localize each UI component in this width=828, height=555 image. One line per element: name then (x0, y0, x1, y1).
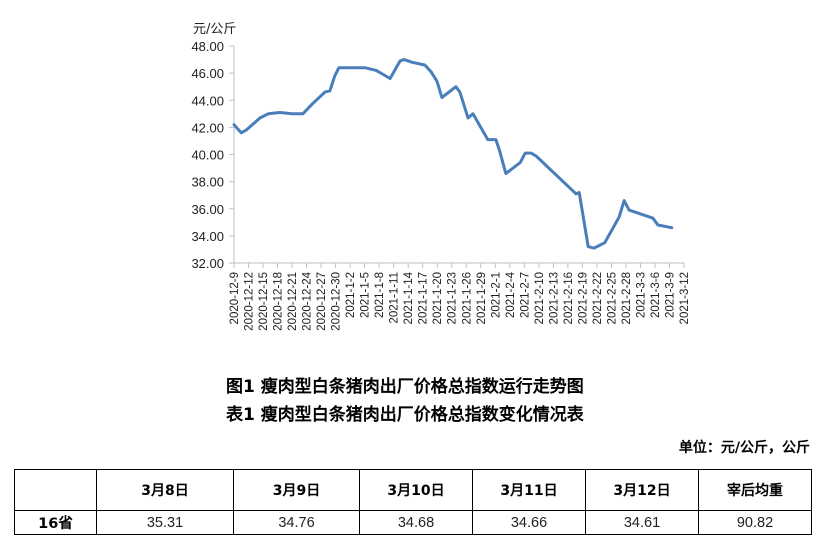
x-tick-label: 2021-3-12 (679, 272, 691, 324)
table-cell: 34.68 (359, 510, 473, 535)
x-tick-label: 2021-1-29 (476, 272, 488, 324)
table-cell: 90.82 (698, 510, 812, 535)
x-tick-label: 2021-2-19 (577, 272, 589, 324)
x-tick-label: 2021-2-4 (505, 271, 517, 318)
x-tick-label: 2021-2-28 (621, 272, 633, 324)
table-header-cell: 3月11日 (472, 469, 586, 511)
x-tick-label: 2021-1-17 (418, 272, 430, 324)
x-tick-label: 2020-12-21 (287, 272, 299, 331)
x-tick-label: 2021-2-16 (563, 272, 575, 324)
table-caption: 表1 瘦肉型白条猪肉出厂价格总指数变化情况表 (226, 405, 584, 425)
x-tick-label: 2021-3-3 (635, 272, 647, 318)
x-tick-label: 2020-12-15 (258, 272, 270, 331)
y-tick-label: 32.00 (191, 256, 224, 271)
figure-caption: 图1 瘦肉型白条猪肉出厂价格总指数运行走势图 (226, 377, 584, 397)
table-header-row: 3月8日 3月9日 3月10日 3月11日 3月12日 宰后均重 (14, 469, 812, 511)
price-table: 3月8日 3月9日 3月10日 3月11日 3月12日 宰后均重 16省 35.… (14, 469, 812, 535)
table-row: 16省 35.31 34.76 34.68 34.66 34.61 90.82 (14, 510, 812, 535)
unit-note: 单位：元/公斤，公斤 (678, 440, 810, 456)
y-tick-label: 42.00 (191, 120, 224, 135)
x-tick-label: 2021-1-5 (360, 272, 372, 318)
x-tick-label: 2021-2-7 (519, 272, 531, 318)
x-tick-label: 2020-12-27 (316, 272, 328, 331)
x-axis: 2020-12-9 2020-12-12 2020-12-15 2020-12-18 2… (229, 262, 691, 331)
x-tick-label: 2020-12-18 (273, 272, 285, 331)
price-index-line (232, 58, 674, 250)
x-tick-label: 2021-2-22 (592, 272, 604, 324)
x-tick-label: 2021-1-14 (403, 271, 415, 324)
table-header-cell: 宰后均重 (698, 469, 812, 511)
y-tick-label: 46.00 (191, 66, 224, 81)
y-axis-unit-label: 元/公斤 (193, 22, 236, 37)
y-tick-label: 40.00 (191, 148, 224, 163)
table-header-cell (14, 469, 97, 511)
x-tick-label: 2020-12-12 (244, 272, 256, 331)
x-tick-label: 2021-1-26 (461, 272, 473, 324)
x-tick-label: 2021-3-9 (664, 272, 676, 318)
row-label: 16省 (14, 510, 97, 535)
table-cell: 35.31 (96, 510, 234, 535)
table-cell: 34.66 (472, 510, 586, 535)
x-tick-label: 2021-1-20 (432, 272, 444, 324)
x-tick-label: 2020-12-30 (331, 272, 343, 331)
table-header-cell: 3月12日 (585, 469, 699, 511)
y-tick-label: 48.00 (191, 39, 224, 54)
y-axis: 48.00 46.00 44.00 42.00 40.00 38.00 36.00 34.00… (191, 39, 235, 271)
x-tick-label: 2021-1-23 (447, 272, 459, 324)
y-tick-label: 44.00 (191, 93, 224, 108)
x-tick-label: 2021-2-10 (534, 272, 546, 324)
y-tick-label: 38.00 (191, 175, 224, 190)
line-chart: 元/公斤 48.00 46.00 44.00 42.00 40.00 38.00 36.00… (191, 22, 691, 331)
x-tick-label: 2021-3-6 (650, 272, 662, 318)
x-tick-label: 2021-1-8 (374, 272, 386, 318)
y-tick-label: 34.00 (191, 229, 224, 244)
x-tick-label: 2020-12-9 (229, 272, 241, 324)
x-tick-label: 2021-2-13 (548, 272, 560, 324)
table-header-cell: 3月10日 (359, 469, 473, 511)
x-tick-label: 2021-2-1 (490, 272, 502, 318)
x-tick-label: 2021-1-11 (389, 272, 401, 324)
x-tick-label: 2021-2-25 (606, 272, 618, 324)
y-tick-label: 36.00 (191, 202, 224, 217)
table-header-cell: 3月8日 (96, 469, 234, 511)
x-tick-label: 2020-12-24 (302, 271, 314, 330)
table-cell: 34.76 (233, 510, 360, 535)
x-tick-label: 2021-1-2 (345, 272, 357, 318)
table-cell: 34.61 (585, 510, 699, 535)
table-header-cell: 3月9日 (233, 469, 360, 511)
